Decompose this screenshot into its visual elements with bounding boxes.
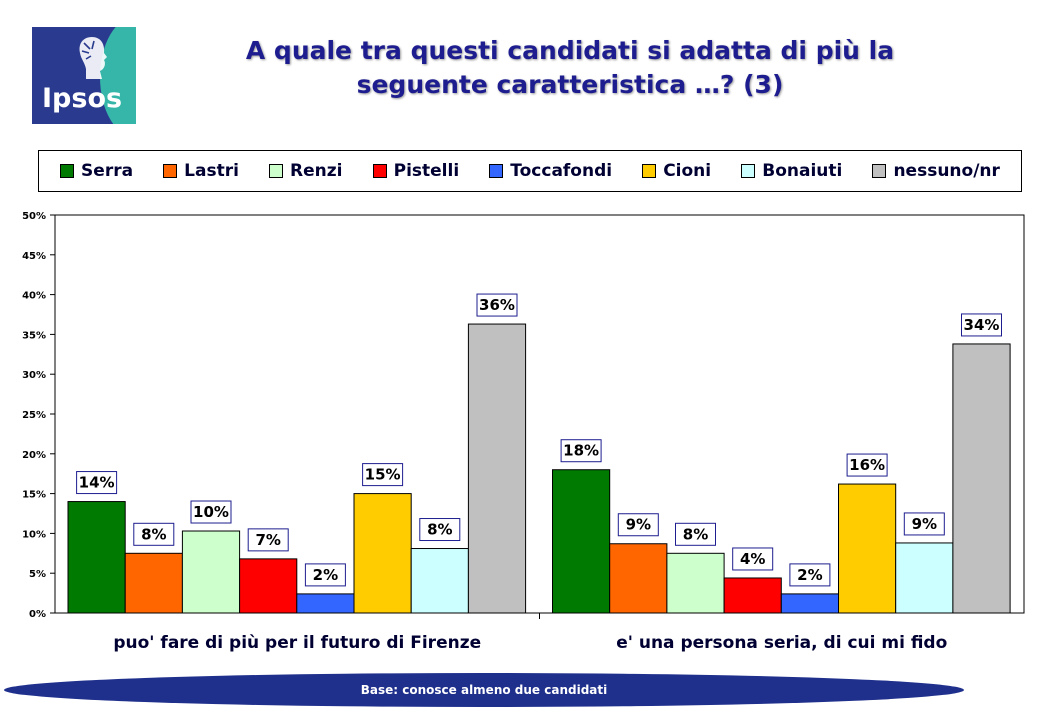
legend-swatch bbox=[269, 164, 284, 178]
legend-item: nessuno/nr bbox=[872, 161, 1000, 181]
bar bbox=[609, 543, 668, 614]
y-tick-label: 50% bbox=[22, 211, 46, 222]
legend-swatch bbox=[372, 164, 387, 178]
data-label: 15% bbox=[365, 466, 401, 484]
bar bbox=[239, 558, 298, 614]
data-label-box bbox=[903, 512, 945, 536]
legend-label: Renzi bbox=[290, 161, 343, 181]
data-label-box bbox=[617, 513, 659, 537]
footer-text: Base: conosce almeno due candidati bbox=[360, 683, 608, 697]
data-label: 2% bbox=[797, 566, 822, 584]
legend-item: Serra bbox=[60, 161, 133, 181]
chart-legend: Serra Lastri Renzi Pistelli Toccafondi Cioni B… bbox=[38, 150, 1022, 192]
legend-item: Cioni bbox=[642, 161, 711, 181]
data-label-box bbox=[362, 463, 404, 487]
legend-label: Cioni bbox=[663, 161, 712, 181]
y-tick-label: 10% bbox=[22, 529, 46, 540]
bar bbox=[296, 593, 355, 614]
data-label-box bbox=[133, 522, 175, 546]
page-title: A quale tra questi candidati si adatta d… bbox=[200, 34, 940, 102]
legend-swatch bbox=[60, 164, 75, 178]
data-label: 36% bbox=[479, 296, 515, 314]
title-line-1: A quale tra questi candidati si adatta d… bbox=[245, 36, 895, 65]
title-line-2: seguente caratteristica …? (3) bbox=[356, 70, 784, 99]
legend-swatch bbox=[741, 164, 756, 178]
logo-text: Ipsos bbox=[42, 83, 123, 114]
data-label-box bbox=[846, 453, 888, 477]
bar bbox=[952, 343, 1011, 614]
y-tick-label: 5% bbox=[29, 569, 46, 580]
data-label-box bbox=[247, 528, 289, 552]
legend-item: Lastri bbox=[163, 161, 239, 181]
legend-swatch bbox=[163, 164, 178, 178]
legend-swatch bbox=[489, 164, 504, 178]
bar-chart: 0% 5% 10% 15% 20% 25% 30% 35% 40% 45% 50% puo' fare… bbox=[22, 211, 1025, 653]
x-category-label: puo' fare di più per il futuro di Firenz… bbox=[113, 633, 481, 653]
y-tick-label: 45% bbox=[22, 251, 46, 262]
data-label: 16% bbox=[849, 456, 885, 474]
legend-item: Toccafondi bbox=[489, 161, 612, 181]
bar bbox=[723, 577, 782, 614]
data-label: 14% bbox=[79, 474, 115, 492]
data-label-box bbox=[675, 522, 716, 546]
legend-swatch bbox=[642, 164, 657, 178]
data-label: 8% bbox=[427, 521, 452, 539]
data-label-box bbox=[732, 547, 774, 571]
data-label: 34% bbox=[964, 316, 1000, 334]
y-tick-label: 35% bbox=[22, 330, 46, 341]
data-label-box bbox=[190, 500, 232, 524]
legend-swatch bbox=[872, 164, 887, 178]
data-label-box bbox=[789, 563, 831, 587]
bar bbox=[124, 552, 183, 614]
legend-label: Serra bbox=[81, 161, 134, 181]
bar bbox=[838, 483, 897, 614]
bar bbox=[353, 493, 412, 614]
legend-item: Renzi bbox=[269, 161, 343, 181]
bar bbox=[467, 323, 527, 614]
legend-label: nessuno/nr bbox=[893, 161, 1000, 181]
y-tick-label: 20% bbox=[22, 450, 46, 461]
y-tick-label: 30% bbox=[22, 370, 46, 381]
data-label: 8% bbox=[141, 525, 166, 543]
tree-head-icon bbox=[79, 37, 107, 79]
footer-banner: Base: conosce almeno due candidati bbox=[4, 673, 964, 707]
data-label-box bbox=[560, 439, 602, 463]
x-category-label: e' una persona seria, di cui mi fido bbox=[616, 633, 947, 653]
y-tick-label: 25% bbox=[22, 410, 46, 421]
bar bbox=[181, 530, 241, 614]
data-label-box bbox=[476, 293, 518, 317]
data-label: 9% bbox=[626, 516, 651, 534]
bar bbox=[666, 552, 725, 614]
data-label-box bbox=[961, 313, 1002, 337]
bar bbox=[410, 548, 469, 614]
data-label: 7% bbox=[255, 531, 280, 549]
legend-label: Lastri bbox=[184, 161, 239, 181]
data-label: 2% bbox=[313, 566, 338, 584]
legend-label: Pistelli bbox=[393, 161, 460, 181]
legend-item: Bonaiuti bbox=[741, 161, 842, 181]
legend-label: Bonaiuti bbox=[762, 161, 843, 181]
bar bbox=[780, 593, 839, 614]
logo-swoosh bbox=[100, 27, 136, 124]
legend-item: Pistelli bbox=[372, 161, 460, 181]
data-label: 10% bbox=[193, 503, 229, 521]
legend-label: Toccafondi bbox=[510, 161, 613, 181]
data-label: 18% bbox=[563, 442, 599, 460]
y-tick-label: 15% bbox=[22, 490, 46, 501]
y-tick-label: 0% bbox=[29, 609, 46, 620]
data-label-box bbox=[76, 471, 118, 495]
ipsos-logo: Ipsos bbox=[32, 27, 136, 124]
data-label: 9% bbox=[912, 515, 937, 533]
bar bbox=[895, 542, 954, 614]
data-label: 4% bbox=[740, 550, 765, 568]
bar bbox=[67, 501, 126, 614]
y-tick-label: 40% bbox=[22, 291, 46, 302]
data-label-box bbox=[419, 518, 461, 542]
data-label-box bbox=[304, 563, 346, 587]
bar bbox=[552, 469, 611, 614]
data-label: 8% bbox=[683, 525, 708, 543]
